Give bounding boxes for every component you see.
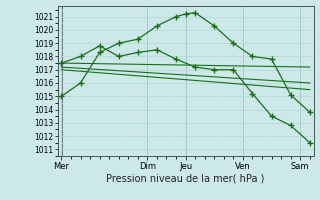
X-axis label: Pression niveau de la mer( hPa ): Pression niveau de la mer( hPa ) <box>107 173 265 183</box>
